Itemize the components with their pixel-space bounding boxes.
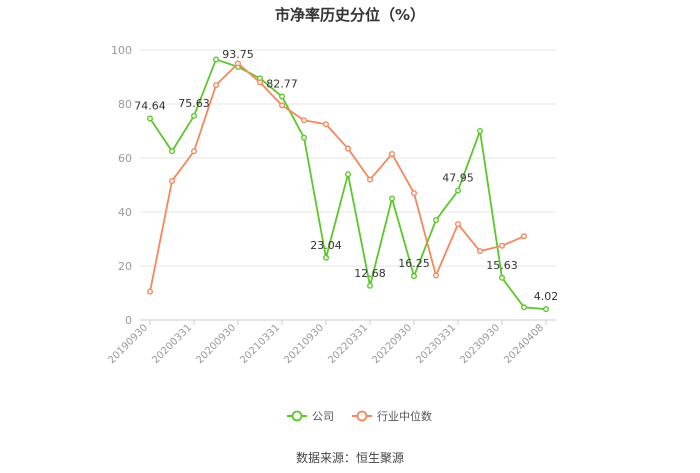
data-label: 74.64 — [134, 99, 166, 112]
data-point — [521, 304, 528, 311]
data-point — [433, 217, 440, 224]
y-tick-label: 0 — [125, 314, 132, 327]
y-tick-label: 60 — [118, 152, 132, 165]
data-point — [279, 93, 286, 100]
data-label: 93.75 — [222, 48, 254, 61]
data-point — [477, 248, 484, 255]
y-tick-label: 80 — [118, 98, 132, 111]
data-label: 12.68 — [354, 267, 386, 280]
data-point — [212, 56, 219, 63]
data-point — [499, 242, 506, 249]
data-point — [301, 117, 308, 124]
data-point — [345, 171, 352, 178]
data-point — [367, 282, 374, 289]
series-line-2 — [149, 62, 525, 292]
data-label: 47.95 — [442, 172, 474, 185]
data-point — [279, 102, 286, 109]
x-tick-label: 20230331 — [414, 322, 458, 366]
data-point — [323, 254, 330, 261]
data-point — [455, 221, 462, 228]
data-point — [543, 306, 550, 313]
data-point — [433, 272, 440, 279]
legend-label-2: 行业中位数 — [377, 409, 432, 423]
y-tick-label: 40 — [118, 206, 132, 219]
data-point — [146, 288, 153, 295]
data-point — [521, 233, 528, 240]
data-label: 23.04 — [310, 239, 342, 252]
legend-marker-1 — [291, 410, 303, 422]
x-tick-label: 20230930 — [458, 322, 502, 366]
x-tick-label: 20200930 — [194, 322, 238, 366]
data-point — [389, 195, 396, 202]
x-tick-label: 20210331 — [238, 322, 282, 366]
x-tick-label: 20190930 — [106, 322, 150, 366]
data-point — [477, 127, 484, 134]
legend-marker-2 — [356, 410, 368, 422]
data-label: 82.77 — [266, 78, 298, 91]
data-point — [367, 176, 374, 183]
data-point — [411, 273, 418, 280]
data-point — [345, 145, 352, 152]
x-tick-label: 20210930 — [282, 322, 326, 366]
data-label: 16.25 — [398, 257, 430, 270]
data-point — [499, 274, 506, 281]
y-tick-label: 20 — [118, 260, 132, 273]
data-label: 75.63 — [178, 97, 210, 110]
x-tick-label: 20240408 — [502, 322, 546, 366]
data-point — [411, 190, 418, 197]
data-point — [389, 150, 396, 157]
legend-label-1: 公司 — [312, 410, 334, 423]
data-point — [455, 187, 462, 194]
data-point — [257, 79, 264, 86]
data-point — [190, 112, 197, 119]
data-source: 数据来源：恒生聚源 — [295, 451, 404, 465]
data-point — [146, 115, 153, 122]
x-tick-label: 20220331 — [326, 322, 370, 366]
data-point — [323, 121, 330, 128]
data-point — [234, 60, 241, 67]
data-point — [301, 134, 308, 141]
data-point — [190, 148, 197, 155]
chart-title: 市净率历史分位（%） — [274, 6, 426, 24]
x-tick-label: 20220930 — [370, 322, 414, 366]
data-label: 4.02 — [534, 290, 559, 303]
data-point — [168, 148, 175, 155]
data-point — [212, 82, 219, 89]
data-label: 15.63 — [486, 259, 518, 272]
x-tick-label: 20200331 — [150, 322, 194, 366]
y-tick-label: 100 — [111, 44, 132, 57]
data-point — [168, 177, 175, 184]
